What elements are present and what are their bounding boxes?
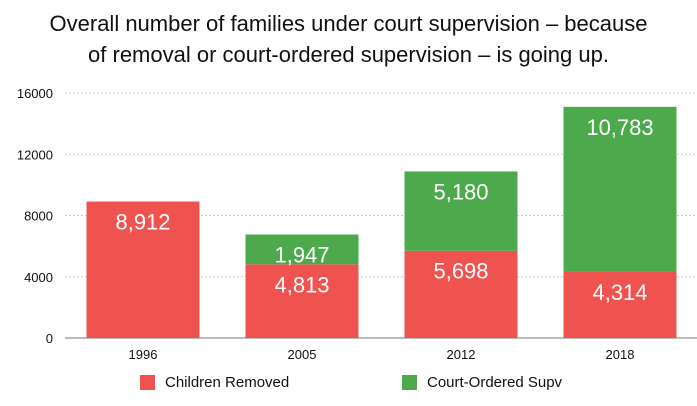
data-label: 4,314: [592, 280, 647, 305]
data-label: 4,813: [274, 272, 329, 297]
data-label: 8,912: [115, 210, 170, 235]
legend-swatch-children-removed: [140, 375, 155, 390]
y-tick-label: 12000: [17, 147, 53, 162]
legend-item-court-ordered-supv: Court-Ordered Supv: [402, 374, 562, 391]
chart-title-line-1: Overall number of families under court s…: [49, 11, 648, 36]
legend-swatch-court-ordered-supv: [402, 375, 417, 390]
legend-label-court-ordered-supv: Court-Ordered Supv: [427, 374, 563, 391]
y-tick-label: 0: [46, 331, 53, 346]
chart-title-line-2: of removal or court-ordered supervision …: [88, 42, 609, 67]
legend-label-children-removed: Children Removed: [165, 374, 290, 391]
x-tick-label: 2005: [288, 347, 317, 362]
bar-children-removed: [563, 271, 677, 338]
bar-court-ordered-supv: [404, 171, 518, 251]
bar-court-ordered-supv: [245, 234, 359, 265]
y-tick-label: 16000: [17, 86, 53, 101]
data-label: 5,180: [433, 179, 488, 204]
bar-children-removed: [86, 201, 200, 338]
data-label: 1,947: [274, 242, 329, 267]
data-label: 5,698: [433, 259, 488, 284]
x-tick-label: 1996: [129, 347, 158, 362]
bar-court-ordered-supv: [563, 106, 677, 272]
legend: Children Removed Court-Ordered Supv: [0, 374, 697, 398]
y-tick-label: 8000: [24, 209, 53, 224]
x-tick-label: 2012: [447, 347, 476, 362]
y-tick-label: 4000: [24, 270, 53, 285]
bar-children-removed: [245, 264, 359, 338]
x-tick-label: 2018: [606, 347, 635, 362]
data-label: 10,783: [586, 115, 653, 140]
chart-title: Overall number of families under court s…: [0, 8, 697, 70]
bar-children-removed: [404, 250, 518, 338]
legend-item-children-removed: Children Removed: [140, 374, 289, 391]
